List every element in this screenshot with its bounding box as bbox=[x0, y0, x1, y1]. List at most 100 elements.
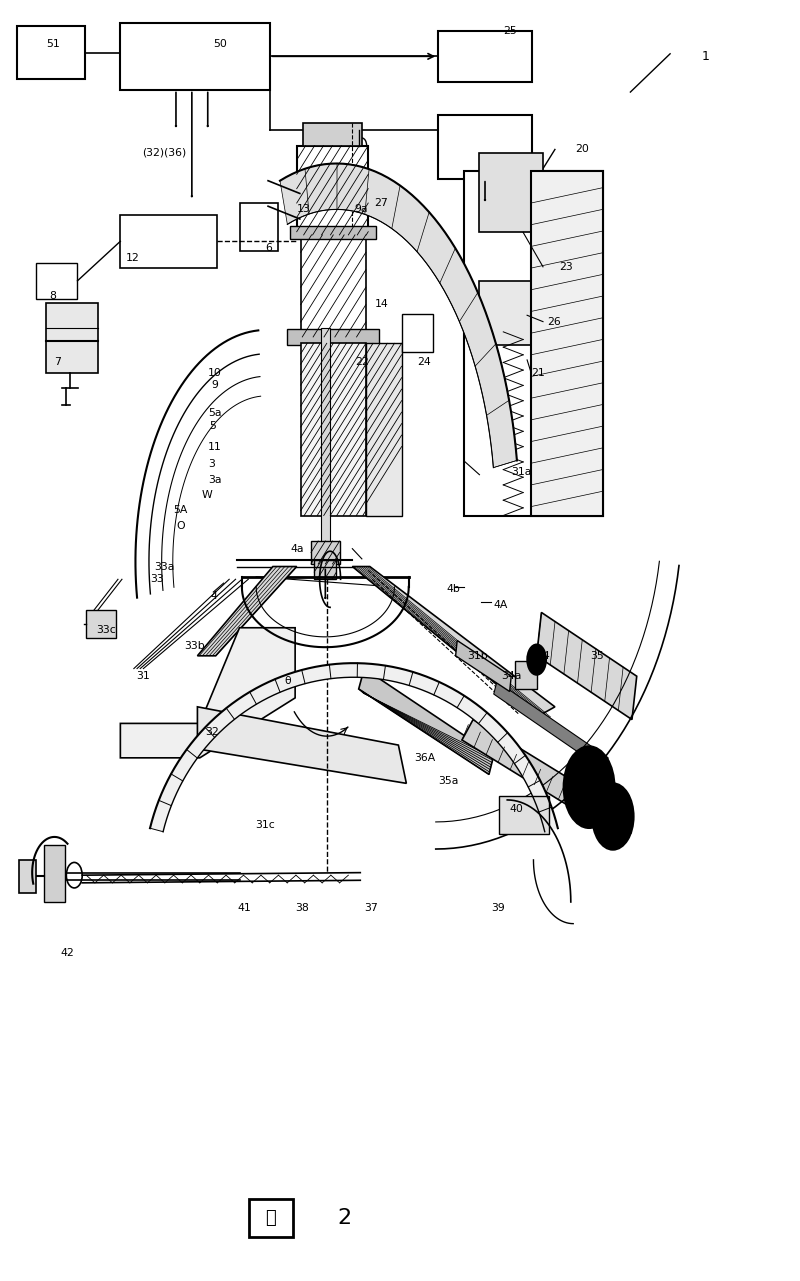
Text: 34a: 34a bbox=[502, 671, 522, 681]
Bar bbox=[303, 123, 362, 146]
Text: 22: 22 bbox=[354, 357, 369, 368]
Text: 31b: 31b bbox=[467, 651, 488, 661]
Text: 23: 23 bbox=[559, 261, 573, 272]
Bar bbox=[438, 115, 532, 179]
Polygon shape bbox=[44, 844, 65, 902]
Text: 33b: 33b bbox=[184, 640, 205, 651]
Text: 3a: 3a bbox=[208, 475, 222, 484]
Circle shape bbox=[533, 653, 541, 666]
Polygon shape bbox=[537, 612, 637, 720]
Text: 31a: 31a bbox=[511, 468, 531, 477]
Text: 37: 37 bbox=[364, 903, 378, 913]
Polygon shape bbox=[150, 664, 558, 831]
Text: 33: 33 bbox=[150, 574, 163, 584]
Text: 2: 2 bbox=[338, 1208, 351, 1228]
Bar bbox=[366, 343, 402, 515]
Bar bbox=[301, 343, 366, 515]
Bar bbox=[120, 214, 218, 268]
Polygon shape bbox=[280, 164, 517, 468]
Bar bbox=[297, 146, 368, 234]
Text: 20: 20 bbox=[574, 145, 589, 155]
Text: W: W bbox=[202, 491, 212, 500]
Text: O: O bbox=[176, 520, 185, 530]
Text: 36: 36 bbox=[597, 804, 610, 813]
Polygon shape bbox=[462, 720, 618, 829]
Polygon shape bbox=[499, 796, 550, 834]
Bar bbox=[249, 1199, 293, 1237]
Text: 14: 14 bbox=[374, 298, 388, 309]
Text: 24: 24 bbox=[418, 357, 431, 368]
Text: 33a: 33a bbox=[154, 561, 174, 571]
Bar bbox=[438, 31, 532, 82]
Text: θ: θ bbox=[285, 676, 291, 687]
Text: 11: 11 bbox=[208, 442, 222, 452]
Text: 9: 9 bbox=[211, 380, 218, 391]
Text: 5a: 5a bbox=[208, 409, 222, 419]
Text: 4: 4 bbox=[211, 591, 218, 601]
Polygon shape bbox=[494, 681, 608, 771]
Text: (32)(36): (32)(36) bbox=[142, 147, 186, 158]
Text: 35: 35 bbox=[590, 651, 605, 661]
Text: 6: 6 bbox=[265, 242, 272, 252]
Polygon shape bbox=[531, 172, 602, 515]
Polygon shape bbox=[352, 566, 555, 717]
Text: 35a: 35a bbox=[438, 776, 458, 785]
Bar bbox=[479, 281, 602, 345]
Text: 4A: 4A bbox=[494, 600, 508, 610]
Text: 3: 3 bbox=[208, 460, 214, 470]
Bar bbox=[463, 172, 602, 515]
Bar bbox=[301, 234, 366, 337]
Text: 1: 1 bbox=[702, 50, 710, 63]
Circle shape bbox=[564, 747, 614, 828]
Bar bbox=[321, 328, 330, 551]
Text: 31c: 31c bbox=[255, 820, 275, 830]
Bar bbox=[17, 26, 85, 79]
Text: 21: 21 bbox=[531, 368, 545, 378]
Text: 32: 32 bbox=[206, 728, 219, 738]
Text: 5: 5 bbox=[210, 421, 216, 432]
Polygon shape bbox=[198, 707, 406, 784]
Text: 9a: 9a bbox=[354, 205, 368, 214]
Bar bbox=[290, 225, 376, 238]
Text: 33c: 33c bbox=[97, 625, 116, 635]
Text: 50: 50 bbox=[214, 38, 227, 49]
Text: 36A: 36A bbox=[414, 753, 435, 763]
Text: 8: 8 bbox=[49, 291, 56, 301]
Text: 10: 10 bbox=[208, 368, 222, 378]
Circle shape bbox=[527, 644, 546, 675]
Text: 41: 41 bbox=[237, 903, 251, 913]
Polygon shape bbox=[358, 669, 494, 775]
Text: 26: 26 bbox=[547, 316, 561, 327]
Bar bbox=[120, 23, 270, 90]
Bar bbox=[314, 560, 337, 579]
Text: 34: 34 bbox=[537, 651, 550, 661]
Text: 图: 图 bbox=[265, 1209, 276, 1227]
Text: 39: 39 bbox=[491, 903, 505, 913]
Text: 4a: 4a bbox=[290, 543, 304, 553]
Text: 42: 42 bbox=[60, 948, 74, 958]
Text: 31: 31 bbox=[136, 671, 150, 681]
Text: 25: 25 bbox=[503, 26, 517, 36]
Text: 51: 51 bbox=[46, 38, 60, 49]
Polygon shape bbox=[120, 628, 295, 758]
Bar bbox=[402, 314, 434, 352]
Polygon shape bbox=[456, 640, 511, 692]
Bar bbox=[515, 661, 538, 689]
Text: 4b: 4b bbox=[446, 584, 460, 594]
Polygon shape bbox=[198, 566, 297, 656]
Bar bbox=[311, 541, 340, 564]
Bar bbox=[239, 202, 278, 251]
Text: 5A: 5A bbox=[174, 506, 188, 515]
Text: 40: 40 bbox=[510, 804, 523, 813]
Bar bbox=[18, 860, 36, 893]
Text: 12: 12 bbox=[126, 252, 140, 263]
Bar bbox=[287, 329, 378, 345]
Text: 27: 27 bbox=[374, 199, 388, 208]
Bar bbox=[479, 154, 543, 232]
Bar bbox=[46, 302, 98, 373]
Text: 13: 13 bbox=[297, 205, 310, 214]
Circle shape bbox=[592, 784, 634, 849]
Text: 38: 38 bbox=[295, 903, 309, 913]
Bar bbox=[86, 610, 116, 638]
Text: 7: 7 bbox=[54, 357, 62, 368]
